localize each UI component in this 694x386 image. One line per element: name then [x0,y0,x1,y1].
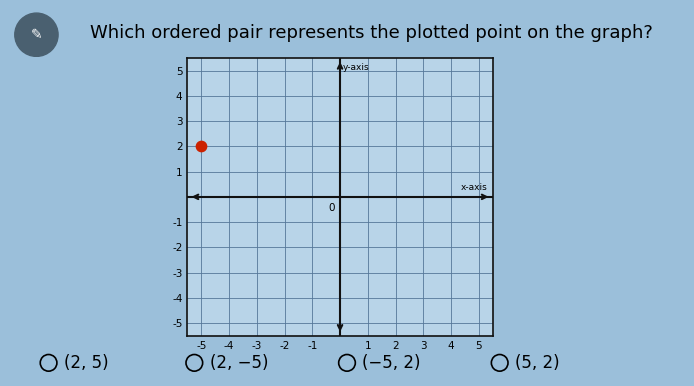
Circle shape [15,13,58,56]
Text: 0: 0 [328,203,335,213]
Text: Which ordered pair represents the plotted point on the graph?: Which ordered pair represents the plotte… [90,24,653,42]
Point [196,143,207,149]
Text: y-axis: y-axis [343,63,369,72]
Text: (2, −5): (2, −5) [210,354,268,372]
Text: x-axis: x-axis [460,183,487,192]
Text: (2, 5): (2, 5) [64,354,108,372]
Text: ✎: ✎ [31,28,42,42]
Text: (5, 2): (5, 2) [515,354,559,372]
Text: (−5, 2): (−5, 2) [362,354,421,372]
